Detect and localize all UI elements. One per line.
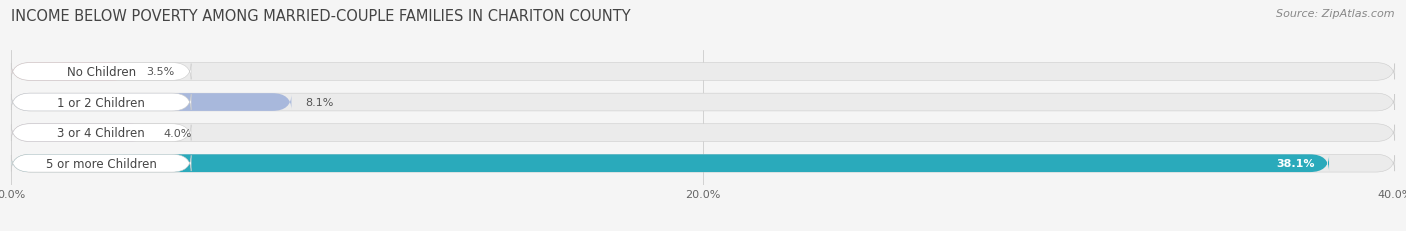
FancyBboxPatch shape [11, 63, 191, 81]
Text: 8.1%: 8.1% [305, 98, 333, 108]
FancyBboxPatch shape [11, 155, 1329, 172]
FancyBboxPatch shape [11, 155, 1395, 172]
FancyBboxPatch shape [11, 124, 149, 142]
FancyBboxPatch shape [11, 124, 191, 142]
Text: No Children: No Children [66, 66, 136, 79]
FancyBboxPatch shape [11, 94, 291, 111]
Text: 38.1%: 38.1% [1277, 158, 1315, 168]
FancyBboxPatch shape [11, 63, 132, 81]
FancyBboxPatch shape [11, 94, 191, 111]
FancyBboxPatch shape [11, 155, 191, 172]
Text: 3.5%: 3.5% [146, 67, 174, 77]
Text: 1 or 2 Children: 1 or 2 Children [58, 96, 145, 109]
Text: Source: ZipAtlas.com: Source: ZipAtlas.com [1277, 9, 1395, 19]
FancyBboxPatch shape [11, 124, 1395, 142]
FancyBboxPatch shape [11, 63, 1395, 81]
Text: INCOME BELOW POVERTY AMONG MARRIED-COUPLE FAMILIES IN CHARITON COUNTY: INCOME BELOW POVERTY AMONG MARRIED-COUPL… [11, 9, 631, 24]
Text: 4.0%: 4.0% [163, 128, 191, 138]
Text: 5 or more Children: 5 or more Children [46, 157, 156, 170]
FancyBboxPatch shape [11, 94, 1395, 111]
Text: 3 or 4 Children: 3 or 4 Children [58, 127, 145, 140]
